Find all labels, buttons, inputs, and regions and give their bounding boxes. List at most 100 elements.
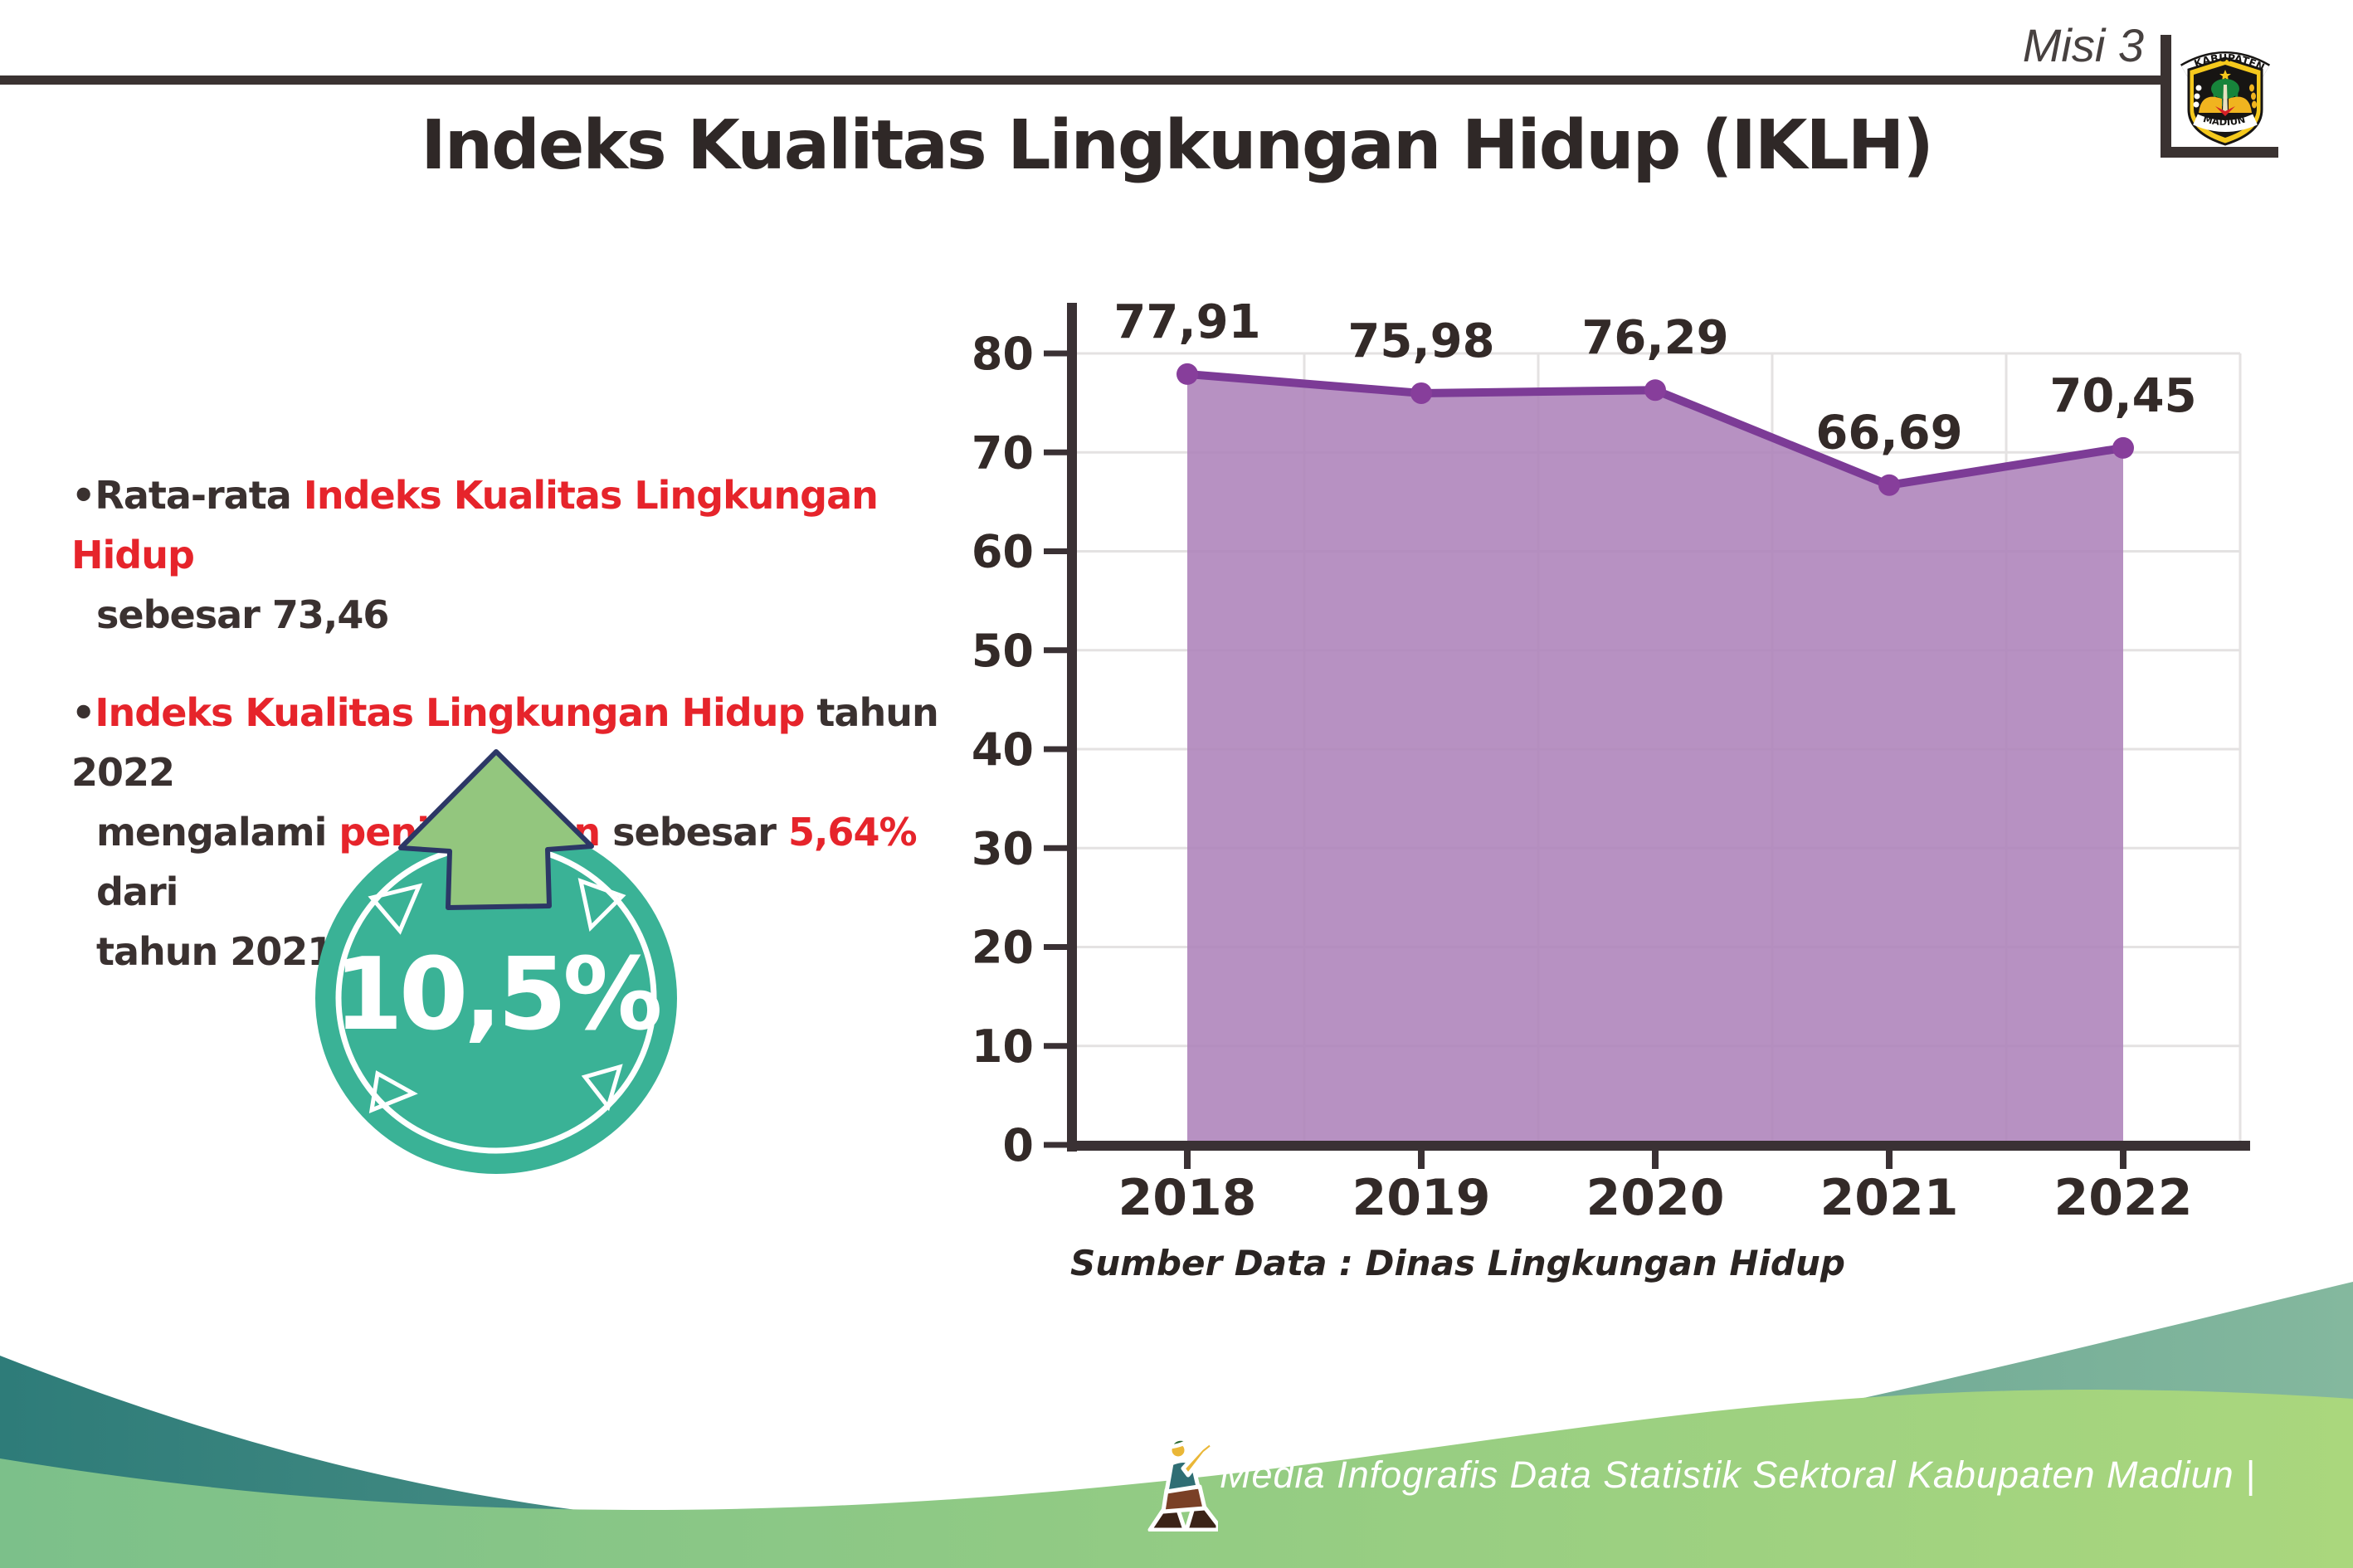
data-point-label: 77,91 [1113, 295, 1260, 349]
x-tick-label: 2021 [1820, 1169, 1959, 1227]
y-tick-label: 60 [972, 526, 1034, 578]
wave-green [0, 1390, 2353, 1568]
logo-frame-horizontal [2161, 147, 2278, 158]
kabupaten-madiun-emblem-icon: KABUPATEN MADIUN [2180, 51, 2271, 146]
y-tick-label: 50 [972, 625, 1034, 677]
y-tick [1044, 1142, 1067, 1148]
logo-cotton-icon [2193, 101, 2200, 108]
text-segment-red: Indeks Kualitas Lingkungan Hidup [95, 690, 805, 735]
logo-bottom-text: MADIUN [2202, 113, 2247, 128]
bullet-line: tahun 2021 [71, 922, 984, 981]
misi-label: Misi 3 [2022, 19, 2144, 71]
text-segment: sebesar 73,46 [96, 592, 389, 637]
text-segment: sebesar [600, 810, 788, 855]
text-segment: tahun 2022 [71, 690, 939, 795]
y-axis-line [1067, 303, 1077, 1152]
bullet-iklh-2022: •Indeks Kualitas Lingkungan Hidup tahun … [71, 683, 984, 981]
y-tick [1044, 350, 1067, 357]
badge-triangle-sw-icon [368, 1070, 418, 1113]
y-tick [1044, 647, 1067, 654]
data-point-marker [2112, 436, 2134, 459]
y-tick-label: 10 [972, 1020, 1034, 1073]
logo-cotton-icon [2195, 85, 2202, 91]
badge-value: 10,5% [334, 937, 662, 1053]
y-tick [1044, 746, 1067, 752]
chart-area [1187, 373, 2123, 1146]
text-segment-red: 5,64% [787, 810, 918, 855]
header-rule [0, 75, 2167, 85]
bullet-dot: • [71, 690, 95, 735]
y-tick [1044, 944, 1067, 950]
x-tick-label: 2018 [1118, 1169, 1257, 1227]
logo-star-icon [2219, 70, 2231, 80]
logo-wheat-icon [2252, 100, 2257, 109]
logo-wheat-icon [2249, 84, 2254, 92]
data-point-marker [1644, 379, 1666, 402]
logo-wing-left [2199, 96, 2222, 113]
text-segment: tahun 2021 [96, 929, 334, 974]
mascot-arm [1181, 1439, 1215, 1478]
x-axis-line [1067, 1141, 2250, 1151]
up-arrow-icon [398, 749, 594, 910]
bullet-average-iklh: •Rata-rata Indeks Kualitas Lingkungan Hi… [71, 465, 984, 645]
y-axis-labels: 0 10 20 30 40 50 60 70 80 [972, 328, 1034, 1171]
logo-ribbon-red [2215, 106, 2235, 116]
y-tick [1044, 1043, 1067, 1049]
footer-waves [0, 1282, 2353, 1568]
footer-caption: Media Infografis Data Statistik Sektoral… [1220, 1454, 2256, 1496]
y-tick-label: 40 [972, 723, 1034, 776]
logo-frame-vertical [2161, 35, 2171, 158]
logo-kris [2223, 85, 2228, 113]
x-tick [2120, 1151, 2126, 1169]
page-title: Indeks Kualitas Lingkungan Hidup (IKLH) [421, 106, 1934, 185]
data-point-marker [1878, 474, 1900, 496]
key-points: •Rata-rata Indeks Kualitas Lingkungan Hi… [71, 465, 984, 981]
increase-badge [315, 749, 677, 1174]
chart-value-labels: 77,91 75,98 76,29 66,69 70,45 [1113, 295, 2196, 460]
data-point-label: 75,98 [1347, 314, 1494, 368]
source-note: Sumber Data : Dinas Lingkungan Hidup [1070, 1243, 1845, 1283]
text-segment-red: Indeks Kualitas Lingkungan Hidup [71, 473, 879, 577]
bullet-line: •Indeks Kualitas Lingkungan Hidup tahun … [71, 683, 984, 802]
data-point-marker [1176, 363, 1198, 385]
y-tick-label: 30 [972, 822, 1034, 874]
logo-wheat-icon [2251, 92, 2256, 100]
logo-cotton-icon [2194, 93, 2200, 100]
x-axis-labels: 2018 2019 2020 2021 2022 [1118, 1169, 2193, 1227]
data-point-label: 76,29 [1581, 311, 1728, 365]
bullet-line: sebesar 73,46 [71, 585, 984, 645]
data-point-label: 70,45 [2049, 369, 2196, 423]
mascot-cap [1167, 1436, 1191, 1449]
x-tick [1418, 1151, 1425, 1169]
text-segment: mengalami [96, 810, 339, 855]
y-tick [1044, 548, 1067, 554]
y-axis-ticks [1044, 350, 1067, 1148]
data-point-marker [1410, 382, 1432, 404]
x-axis-ticks [1184, 1151, 2126, 1169]
data-point-label: 66,69 [1815, 407, 1962, 460]
y-tick-label: 0 [1002, 1119, 1034, 1171]
bullet-line: mengalami peningkatan sebesar 5,64% dari [71, 802, 984, 922]
y-tick [1044, 449, 1067, 455]
x-tick-label: 2022 [2054, 1169, 2193, 1227]
logo-bottom-banner [2193, 114, 2258, 132]
bullet-line: •Rata-rata Indeks Kualitas Lingkungan Hi… [71, 465, 984, 585]
text-segment: Rata-rata [95, 473, 304, 518]
chart-root: 77,91 75,98 76,29 66,69 70,45 0 10 20 30 40 50 60 70… [972, 295, 2250, 1227]
badge-triangle-ne-icon [577, 878, 626, 933]
x-tick-label: 2019 [1352, 1169, 1491, 1227]
x-tick [1184, 1151, 1191, 1169]
text-segment: dari [96, 869, 178, 914]
y-tick [1044, 845, 1067, 851]
badge-triangle-nw-icon [368, 883, 423, 935]
y-tick-label: 70 [972, 426, 1034, 479]
dancer-mascot-icon [1147, 1436, 1218, 1531]
y-tick-label: 20 [972, 922, 1034, 974]
x-tick [1652, 1151, 1659, 1169]
bullet-dot: • [71, 473, 95, 518]
x-tick-label: 2020 [1586, 1169, 1725, 1227]
iklh-area-chart: 77,91 75,98 76,29 66,69 70,45 0 10 20 30 40 50 60 70… [972, 295, 2250, 1227]
chart-markers [1176, 363, 2134, 496]
logo-wing-right [2229, 96, 2252, 113]
y-tick-label: 80 [972, 328, 1034, 380]
